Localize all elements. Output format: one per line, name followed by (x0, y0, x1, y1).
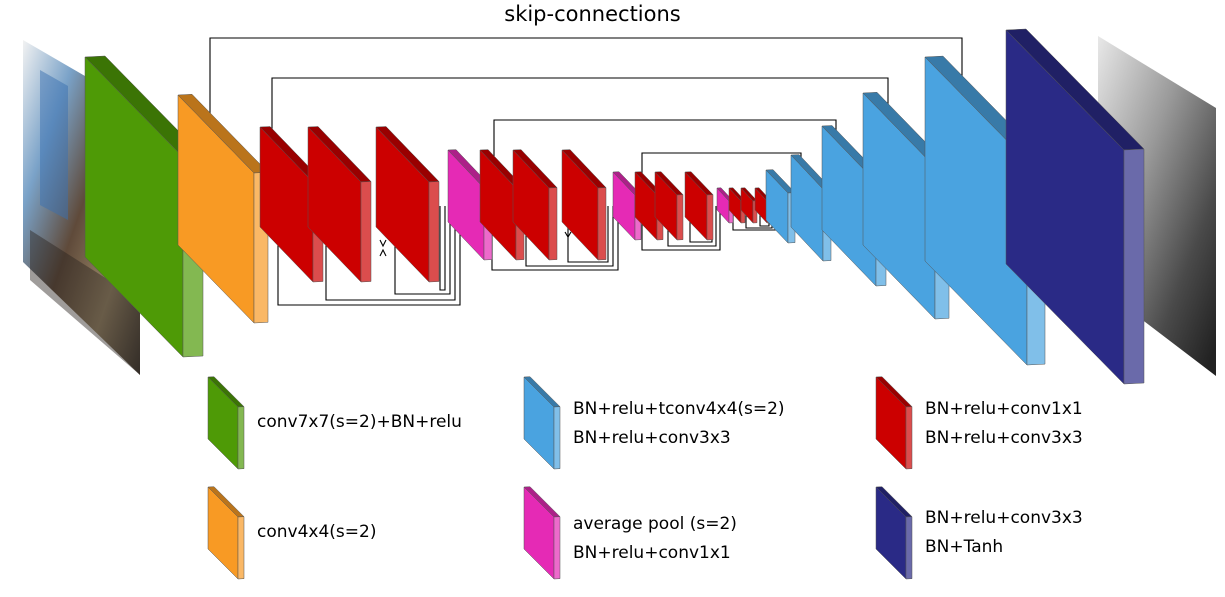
legend-icon-green-side (237, 406, 245, 470)
residual-arrows (379, 231, 572, 257)
layer-red-12-side (676, 194, 684, 241)
legend-icon-navy-side (905, 516, 913, 580)
layer-red-13 (684, 171, 714, 241)
layer-red-8-side (548, 187, 558, 261)
legend-icon-blue-side (553, 406, 561, 470)
legend-icons (207, 376, 913, 580)
legend-icon-red (875, 376, 913, 470)
layer-red-9 (561, 149, 607, 261)
legend-icon-red-side (905, 406, 913, 470)
layer-red-12 (654, 171, 684, 241)
legend-icon-pink-side (553, 516, 561, 580)
layer-navy-23-side (1123, 148, 1145, 385)
layer-red-4 (307, 126, 372, 283)
layer-red-4-side (360, 181, 372, 283)
legend-icon-green (207, 376, 245, 470)
legend-label-navy: BN+relu+conv3x3 BN+Tanh (925, 508, 1083, 557)
layer-blue-18 (765, 169, 796, 244)
legend-icon-blue (523, 376, 561, 470)
layer-red-9-side (597, 187, 607, 261)
layer-orange-2 (177, 94, 269, 324)
diagram-title: skip-connections (504, 2, 681, 26)
legend-label-red: BN+relu+conv1x1 BN+relu+conv3x3 (925, 399, 1083, 448)
legend-label-green: conv7x7(s=2)+BN+relu (257, 412, 462, 432)
residual-group-1 (277, 206, 461, 306)
legend-label-blue: BN+relu+tconv4x4(s=2) BN+relu+conv3x3 (573, 399, 785, 448)
legend-label-pink: average pool (s=2) BN+relu+conv1x1 (573, 514, 737, 563)
legend-icon-orange (207, 486, 245, 580)
layer-blocks (84, 28, 1145, 385)
layer-navy-23 (1005, 28, 1145, 385)
legend-icon-navy (875, 486, 913, 580)
layer-red-5-side (428, 181, 440, 283)
layer-red-5 (375, 126, 440, 283)
legend-icon-pink (523, 486, 561, 580)
legend-label-orange: conv4x4(s=2) (257, 522, 377, 542)
layer-red-13-side (706, 194, 714, 241)
legend-icon-orange-side (237, 516, 245, 580)
layer-red-8 (512, 149, 558, 261)
